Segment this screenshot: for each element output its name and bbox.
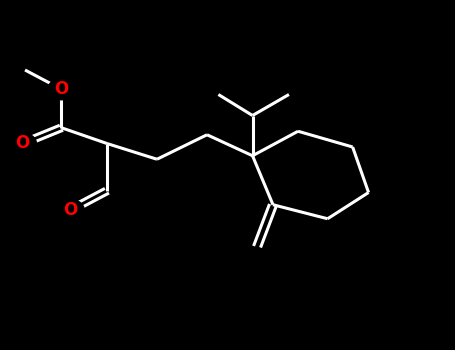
Text: O: O	[54, 80, 69, 98]
Circle shape	[9, 133, 36, 154]
Circle shape	[48, 79, 75, 100]
Text: O: O	[63, 201, 78, 219]
Text: O: O	[15, 134, 30, 153]
Circle shape	[57, 199, 84, 220]
